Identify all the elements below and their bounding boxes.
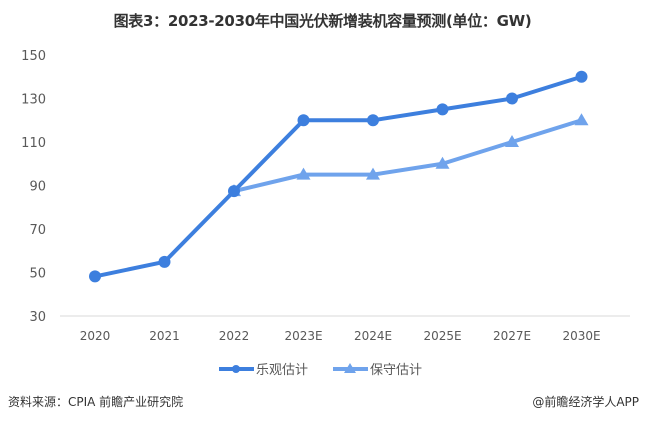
chart-title: 图表3：2023-2030年中国光伏新增装机容量预测(单位：GW): [113, 12, 532, 30]
x-tick-label: 2023E: [284, 329, 322, 343]
source-note: 资料来源：CPIA 前瞻产业研究院: [8, 395, 184, 409]
x-tick-label: 2022: [219, 329, 250, 343]
x-tick-label: 2021: [149, 329, 180, 343]
y-tick-label: 90: [29, 180, 46, 195]
data-point: [158, 255, 171, 268]
x-tick-label: 2030E: [562, 329, 600, 343]
y-tick-label: 110: [21, 136, 46, 151]
series-line-conservative: [233, 118, 583, 194]
data-point: [367, 114, 379, 127]
data-point: [435, 156, 450, 169]
data-point: [366, 167, 380, 180]
legend-label[interactable]: 保守估计: [370, 363, 422, 378]
data-point: [89, 270, 101, 283]
data-point: [505, 135, 519, 147]
y-tick-label: 70: [29, 223, 46, 238]
data-point: [506, 92, 518, 105]
data-point: [296, 167, 311, 180]
y-tick-label: 30: [29, 310, 46, 325]
line-chart: 30 50 70 90 110 130 150 2020 2021 2022 2023E 2024E 2…: [21, 49, 630, 378]
series-line-optimistic: [94, 74, 583, 279]
x-tick-label: 2020: [80, 329, 111, 343]
y-tick-label: 150: [21, 49, 46, 64]
x-tick-label: 2027E: [493, 329, 531, 343]
credit-note: @前瞻经济学人APP: [532, 395, 639, 409]
data-point: [297, 114, 310, 127]
legend-label[interactable]: 乐观估计: [256, 363, 308, 378]
x-tick-label: 2025E: [423, 329, 461, 343]
y-tick-label: 50: [29, 267, 46, 282]
data-point: [574, 113, 589, 126]
data-point: [436, 103, 449, 116]
data-point: [575, 70, 588, 83]
y-tick-label: 130: [21, 93, 46, 108]
data-point: [228, 185, 240, 198]
x-tick-label: 2024E: [354, 329, 392, 343]
